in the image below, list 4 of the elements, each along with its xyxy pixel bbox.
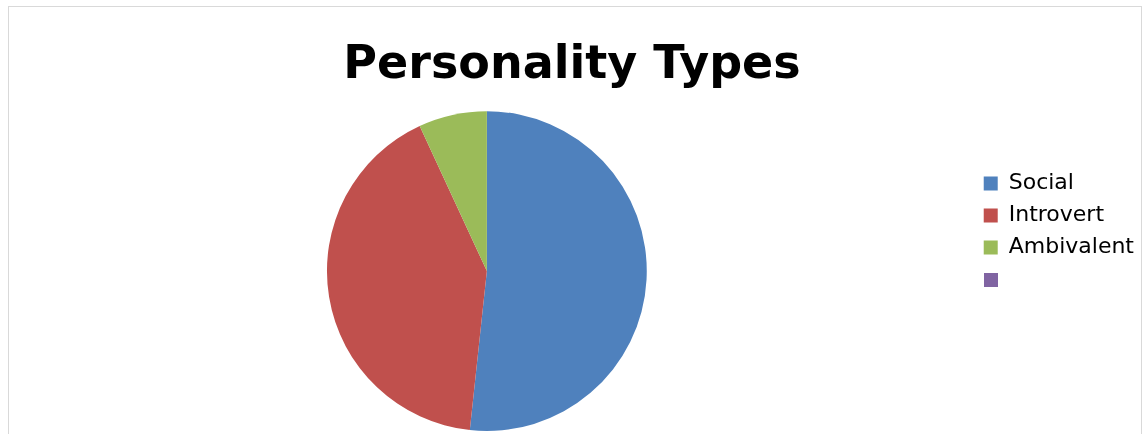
legend-label: Ambivalent: [1008, 233, 1135, 259]
legend-label: Social: [1008, 169, 1074, 195]
chart-title: Personality Types: [343, 34, 801, 89]
legend-label: Introvert: [1008, 201, 1105, 227]
